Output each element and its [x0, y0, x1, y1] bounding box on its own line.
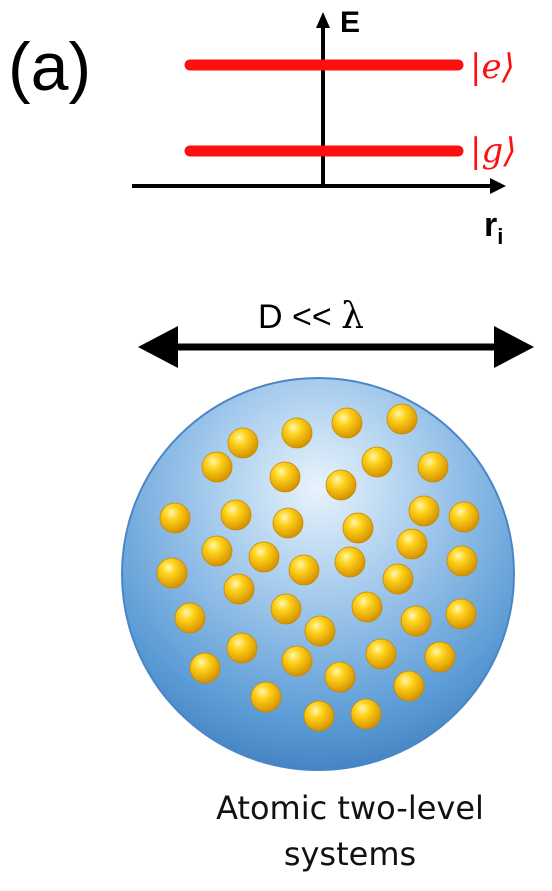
- atom: [393, 670, 425, 702]
- caption: Atomic two-level systems: [150, 785, 550, 877]
- atom: [304, 615, 336, 647]
- atom: [424, 641, 456, 673]
- position-axis-label: ri: [484, 206, 503, 249]
- atom: [417, 451, 449, 483]
- size-arrow-label: D << λ: [258, 296, 364, 337]
- atom: [350, 698, 382, 730]
- atom: [227, 427, 259, 459]
- energy-axes: [132, 12, 506, 194]
- ground-state-label: |g⟩: [470, 131, 516, 171]
- atom: [270, 593, 302, 625]
- atom: [445, 598, 477, 630]
- atom: [156, 557, 188, 589]
- size-arrow-label-prefix: D <<: [258, 298, 341, 336]
- atom: [248, 541, 280, 573]
- atom: [272, 507, 304, 539]
- atom: [386, 403, 418, 435]
- atom: [342, 512, 374, 544]
- atom: [226, 632, 258, 664]
- atom: [361, 446, 393, 478]
- position-axis-label-main: r: [484, 206, 497, 244]
- atom: [396, 528, 428, 560]
- atom: [159, 502, 191, 534]
- energy-axis-label: E: [340, 6, 360, 39]
- size-arrow-left-head: [138, 326, 178, 368]
- atom: [288, 554, 320, 586]
- atoms-group: [156, 403, 480, 732]
- atom: [331, 407, 363, 439]
- atom: [220, 499, 252, 531]
- wavelength-symbol: λ: [341, 296, 364, 337]
- atom: [201, 451, 233, 483]
- atom: [281, 645, 313, 677]
- atom: [324, 661, 356, 693]
- energy-axis-arrowhead: [316, 12, 330, 28]
- atom: [408, 495, 440, 527]
- atom: [448, 501, 480, 533]
- caption-line-1: Atomic two-level: [216, 789, 484, 827]
- atom: [201, 535, 233, 567]
- excited-state-label: |e⟩: [470, 47, 515, 87]
- atom: [351, 591, 383, 623]
- atom: [174, 602, 206, 634]
- atom: [223, 573, 255, 605]
- atom: [365, 638, 397, 670]
- atom: [303, 700, 335, 732]
- atom: [189, 652, 221, 684]
- atom: [446, 545, 478, 577]
- atom: [269, 461, 301, 493]
- atom: [334, 546, 366, 578]
- atom: [382, 563, 414, 595]
- atom: [250, 681, 282, 713]
- atom: [400, 605, 432, 637]
- panel-label: (a): [8, 29, 91, 105]
- atom: [281, 417, 313, 449]
- position-axis-label-subscript: i: [497, 224, 503, 249]
- size-arrow-right-head: [494, 326, 534, 368]
- size-arrow: [138, 326, 534, 368]
- caption-line-2: systems: [283, 835, 417, 873]
- position-axis-arrowhead: [490, 178, 506, 194]
- atom: [325, 469, 357, 501]
